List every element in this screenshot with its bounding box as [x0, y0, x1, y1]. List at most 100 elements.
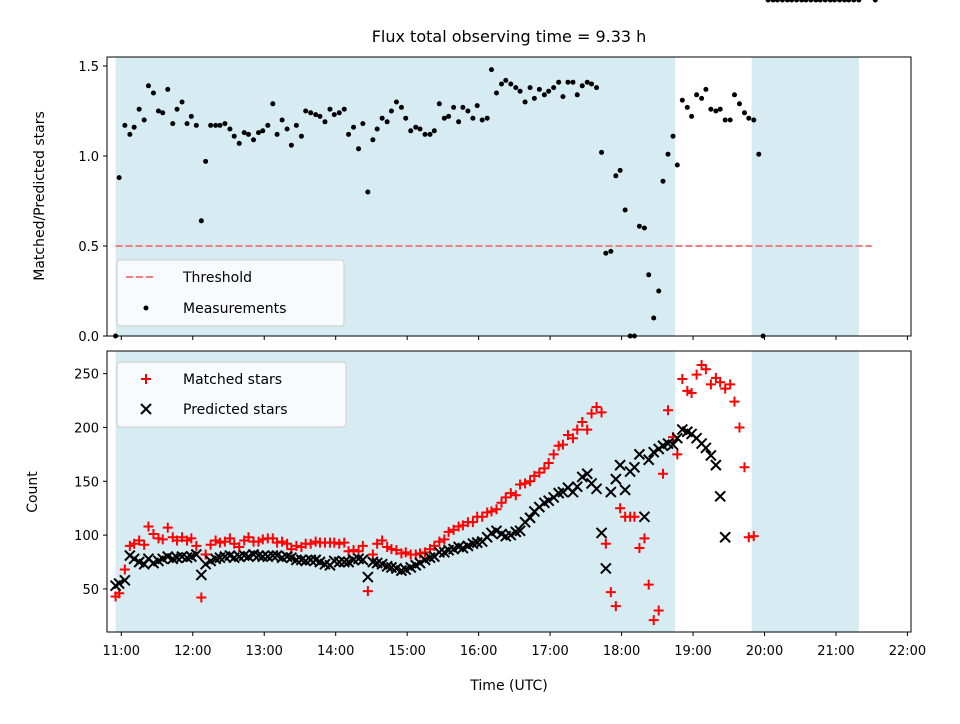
predicted-stars-point — [199, 558, 212, 570]
measurement-point — [670, 133, 676, 139]
bottom-y-tick-label: 150 — [74, 475, 99, 490]
matched-stars-point — [643, 579, 654, 590]
matched-stars-point — [577, 417, 588, 428]
measurement-point — [488, 67, 494, 73]
measurement-point — [141, 117, 147, 123]
predicted-stars-point — [113, 577, 125, 590]
measurement-point — [603, 250, 609, 256]
measurement-point — [684, 104, 690, 110]
measurement-point — [498, 81, 504, 87]
x-tick-label: 12:00 — [174, 644, 211, 659]
matched-stars-point — [157, 534, 168, 545]
measurement-point — [236, 140, 242, 146]
measurement-point — [298, 133, 304, 139]
matched-stars-point — [148, 529, 159, 540]
matched-stars-point — [543, 457, 554, 468]
predicted-stars-point — [595, 527, 608, 539]
measurement-point — [341, 106, 347, 112]
matched-stars-point — [229, 538, 240, 549]
predicted-stars-point — [195, 569, 208, 581]
matched-stars-point — [510, 490, 521, 501]
measurement-point — [413, 124, 419, 130]
matched-stars-point — [739, 462, 750, 473]
predicted-stars-point — [362, 571, 374, 583]
matched-stars-point — [143, 521, 154, 532]
measurement-point — [317, 113, 323, 119]
matched-stars-point — [400, 547, 411, 558]
measurement-point — [584, 79, 590, 85]
matched-stars-point — [334, 538, 345, 549]
predicted-stars-point — [671, 432, 684, 444]
measurement-point — [527, 85, 533, 91]
x-tick-label: 13:00 — [245, 644, 282, 659]
measurement-point — [351, 124, 357, 130]
matched-stars-point — [648, 615, 659, 626]
measurement-point — [370, 137, 376, 143]
matched-stars-point — [515, 479, 526, 490]
measurement-point — [179, 99, 185, 105]
top-y-axis-label: Matched/Predicted stars — [32, 111, 48, 281]
measurement-point — [599, 149, 605, 155]
x-tick-label: 14:00 — [317, 644, 354, 659]
measurement-point — [365, 189, 371, 195]
matched-stars-point — [119, 564, 130, 575]
measurement-point — [346, 131, 352, 137]
measurement-point — [288, 142, 294, 148]
bottom-y-tick-label: 200 — [74, 421, 99, 436]
predicted-stars-point — [505, 529, 517, 541]
measurement-point — [689, 113, 695, 119]
measurement-point — [270, 101, 276, 107]
predicted-stars-point — [581, 468, 593, 480]
measurement-point — [155, 108, 161, 114]
matched-stars-point — [224, 533, 235, 544]
measurement-point — [493, 90, 499, 96]
measurement-point — [251, 137, 257, 143]
top-y-tick-label: 1.0 — [78, 150, 99, 165]
measurement-point — [827, 0, 833, 3]
top-y-tick-label: 0.0 — [78, 330, 99, 345]
measurement-point — [227, 126, 233, 132]
measurement-point — [803, 0, 809, 3]
measurement-point — [579, 83, 585, 89]
measurement-point — [613, 173, 619, 179]
predicted-stars-point — [667, 438, 679, 451]
measurement-point — [717, 106, 723, 112]
measurement-point — [541, 92, 547, 98]
x-tick-label: 16:00 — [460, 644, 497, 659]
matched-stars-point — [348, 545, 359, 556]
matched-stars-point — [529, 470, 540, 481]
measurement-point — [356, 146, 362, 152]
matched-stars-point — [525, 476, 536, 487]
measurement-point — [208, 122, 214, 128]
measurement-point — [274, 131, 280, 137]
measurement-point — [808, 0, 814, 3]
matched-stars-point — [600, 538, 611, 549]
matched-stars-point — [539, 463, 550, 474]
matched-stars-point — [305, 538, 316, 549]
legend-predicted-label: Predicted stars — [183, 402, 288, 418]
x-tick-label: 21:00 — [817, 644, 854, 659]
measurement-point — [203, 158, 209, 164]
legend-predicted-swatch — [140, 403, 152, 415]
measurement-point — [260, 128, 266, 134]
matched-stars-point — [548, 449, 559, 460]
predicted-stars-point — [490, 525, 503, 537]
matched-stars-point — [129, 538, 140, 549]
matched-stars-point — [177, 532, 188, 543]
matched-stars-point — [729, 396, 740, 407]
measurement-point — [508, 81, 514, 87]
measurement-point — [193, 122, 199, 128]
predicted-stars-point — [590, 483, 603, 495]
bottom-panel: 11:00 12:00 13:00 14:00 15:00 16:00 17:00 18:00… — [25, 351, 926, 694]
measurement-point — [122, 122, 128, 128]
matched-stars-point — [448, 524, 459, 535]
matched-stars-point — [362, 586, 373, 597]
matched-stars-point — [500, 492, 511, 503]
matched-stars-point — [343, 546, 354, 557]
measurement-point — [393, 99, 399, 105]
predicted-stars-point — [333, 556, 345, 568]
measurement-point — [388, 108, 394, 114]
measurement-point — [451, 104, 457, 110]
measurement-point — [213, 122, 219, 128]
top-y-tick-label: 1.5 — [78, 60, 99, 75]
